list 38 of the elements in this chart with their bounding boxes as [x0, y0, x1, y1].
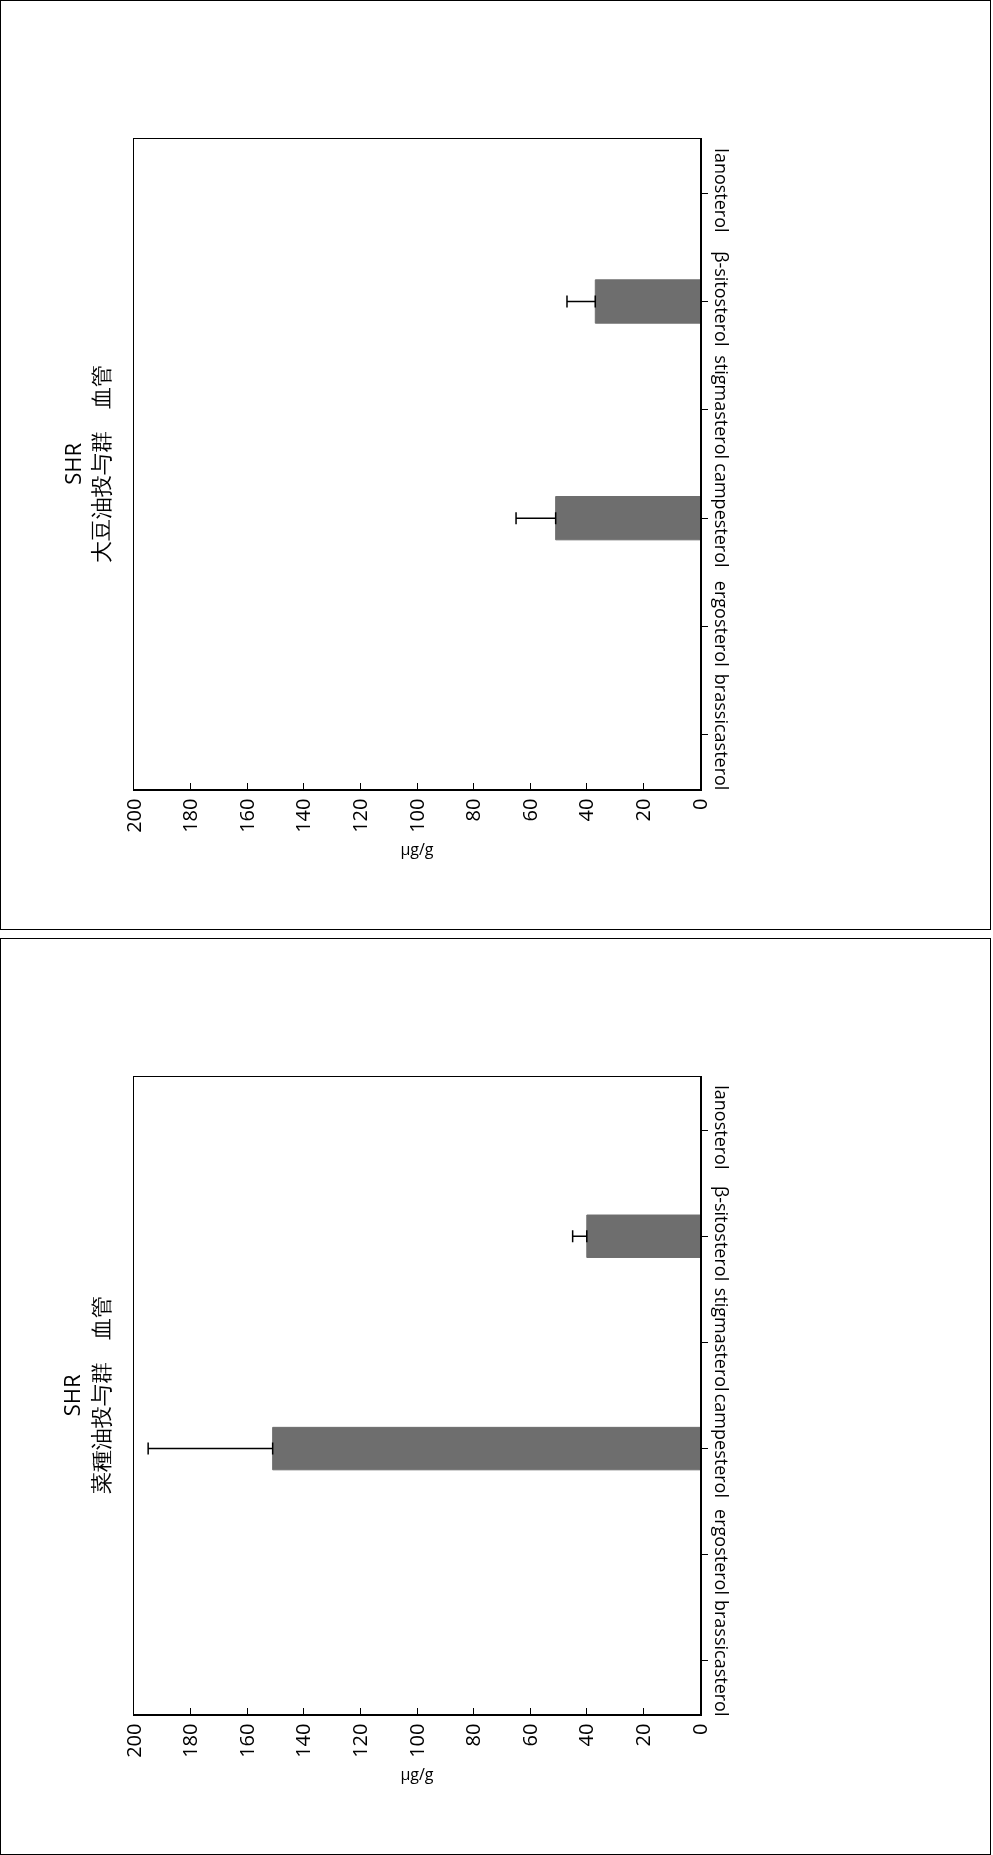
- x-tick-label: 120: [345, 798, 373, 833]
- x-tick-label: 100: [402, 798, 430, 833]
- y-tick-label: lanosterol: [709, 1085, 734, 1170]
- x-tick-label: 40: [572, 798, 600, 822]
- x-tick-label: 20: [628, 798, 656, 822]
- x-tick-label: 0: [685, 798, 713, 810]
- text: SHR 菜種油投与群 血管: [56, 1296, 115, 1495]
- y-tick-label: β-sitosterol: [709, 251, 734, 347]
- x-tick-label: 180: [176, 1723, 204, 1758]
- y-tick-label: ergosterol: [709, 580, 734, 667]
- x-tick-label: 60: [515, 1723, 543, 1747]
- x-tick-label: 200: [119, 1723, 147, 1758]
- y-tick-label: campesterol: [709, 463, 734, 568]
- x-tick-label: 140: [289, 798, 317, 833]
- y-tick-label: campesterol: [709, 1393, 734, 1499]
- y-tick-label: β-sitosterol: [709, 1185, 734, 1282]
- x-tick-label: 0: [685, 1723, 713, 1735]
- y-tick-label: stigmasterol: [709, 355, 734, 460]
- text: SHR 大豆油投与群 血管: [56, 364, 116, 563]
- x-tick-label: 160: [232, 1723, 260, 1758]
- x-tick-label: 20: [628, 1723, 656, 1747]
- x-tick-label: 80: [459, 798, 487, 822]
- x-tick-label: 100: [402, 1723, 430, 1758]
- x-tick-label: 60: [515, 798, 543, 822]
- x-tick-label: 80: [459, 1723, 487, 1747]
- y-tick-label: brassicasterol: [709, 1599, 734, 1717]
- x-tick-label: 40: [572, 1723, 600, 1747]
- x-tick-label: 160: [232, 798, 260, 833]
- y-tick-label: stigmasterol: [709, 1287, 734, 1392]
- x-tick-label: 180: [176, 798, 204, 833]
- y-tick-label: brassicasterol: [709, 673, 734, 791]
- x-tick-label: 140: [289, 1723, 317, 1758]
- x-tick-label: 200: [119, 798, 147, 833]
- x-axis-title: μg/g: [400, 1763, 434, 1786]
- y-tick-label: ergosterol: [709, 1509, 734, 1595]
- x-tick-label: 120: [345, 1723, 373, 1758]
- y-tick-label: lanosterol: [709, 148, 734, 233]
- x-axis-title: μg/g: [400, 838, 434, 861]
